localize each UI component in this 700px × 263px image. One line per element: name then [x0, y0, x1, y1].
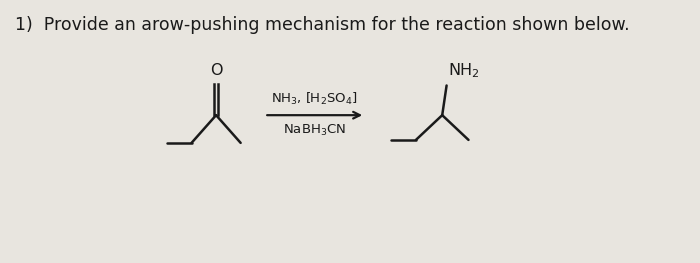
Text: NH$_2$: NH$_2$ [448, 61, 480, 79]
Text: NH$_3$, [H$_2$SO$_4$]: NH$_3$, [H$_2$SO$_4$] [272, 91, 358, 107]
Text: 1)  Provide an arow-pushing mechanism for the reaction shown below.: 1) Provide an arow-pushing mechanism for… [15, 16, 629, 34]
Text: NaBH$_3$CN: NaBH$_3$CN [283, 123, 346, 138]
Text: O: O [210, 63, 223, 78]
